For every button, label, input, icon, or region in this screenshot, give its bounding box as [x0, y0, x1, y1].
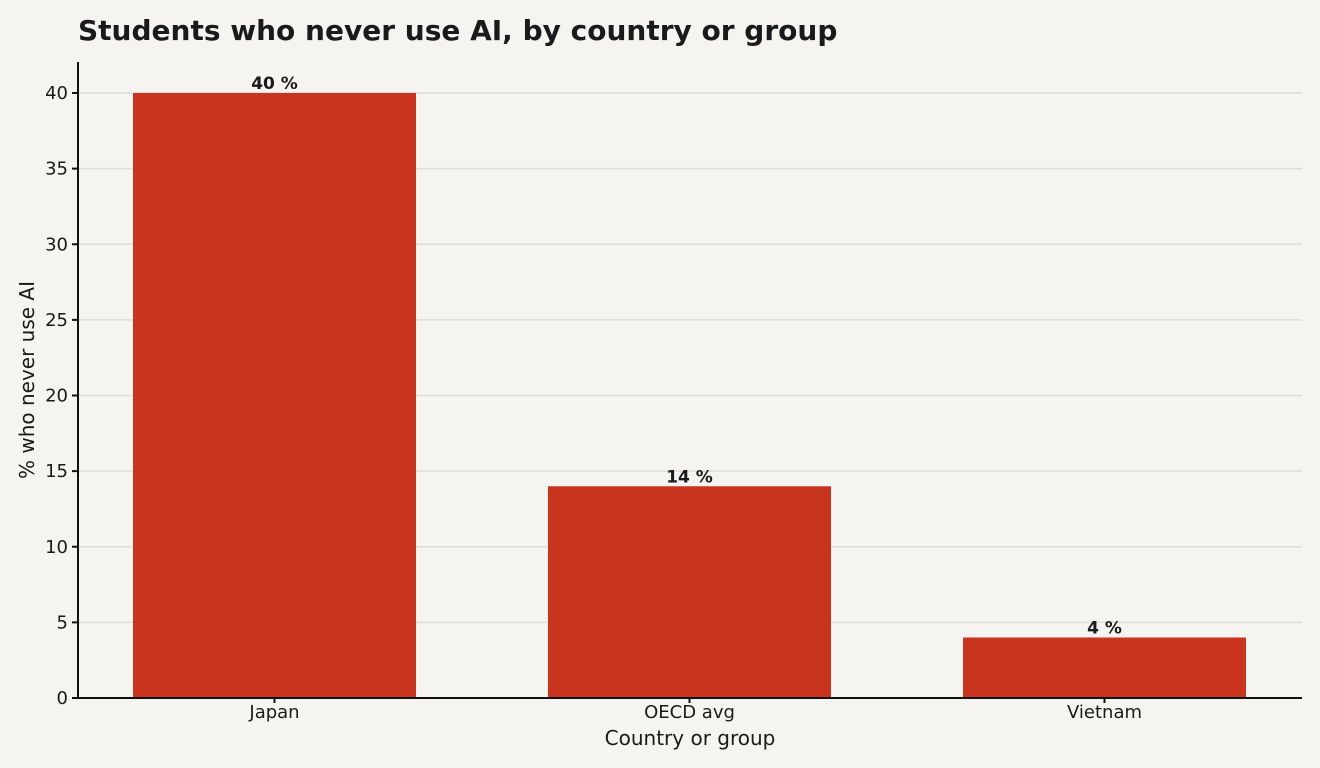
y-axis-label: % who never use AI: [15, 281, 39, 479]
y-tick-label-30: 30: [45, 234, 68, 255]
y-tick-label-35: 35: [45, 159, 68, 180]
y-tick-label-5: 5: [57, 612, 68, 633]
bar-oecd-avg: [548, 486, 831, 698]
y-tick-label-40: 40: [45, 83, 68, 104]
x-tick-label-japan: Japan: [248, 702, 299, 723]
y-tick-label-20: 20: [45, 386, 68, 407]
y-axis-ticks: 0 5 10 15 20 25 30 35 40: [45, 83, 78, 709]
y-tick-label-15: 15: [45, 461, 68, 482]
y-tick-label-0: 0: [57, 688, 68, 709]
x-axis-label: Country or group: [605, 726, 776, 750]
y-tick-label-10: 10: [45, 537, 68, 558]
data-label-vietnam: 4 %: [1087, 619, 1122, 639]
bar-vietnam: [963, 637, 1246, 698]
x-axis-ticks: Japan OECD avg Vietnam: [248, 698, 1142, 723]
x-tick-label-oecd-avg: OECD avg: [644, 702, 735, 723]
bars: [133, 93, 1246, 698]
bar-japan: [133, 93, 416, 698]
data-labels: 40 % 14 % 4 %: [251, 74, 1122, 639]
y-tick-label-25: 25: [45, 310, 68, 331]
data-label-japan: 40 %: [251, 74, 298, 94]
x-tick-label-vietnam: Vietnam: [1067, 702, 1142, 723]
chart-title: Students who never use AI, by country or…: [78, 14, 837, 47]
data-label-oecd-avg: 14 %: [666, 467, 713, 487]
